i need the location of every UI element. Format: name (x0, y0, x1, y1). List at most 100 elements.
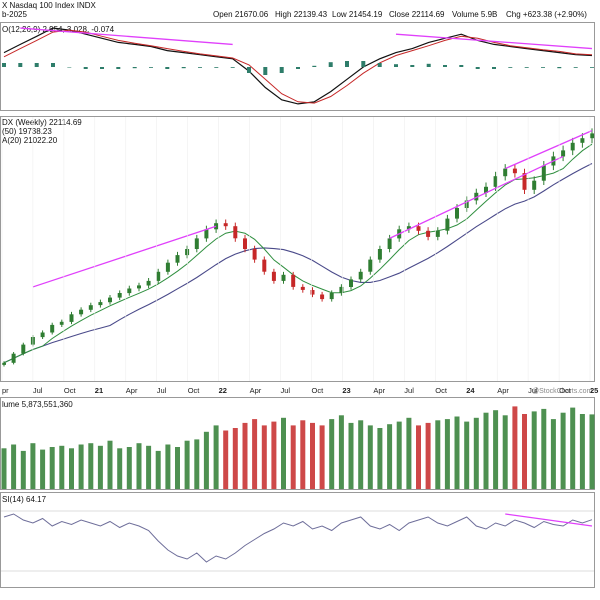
volume-bar (406, 417, 412, 489)
x-axis-tick-label: Apr (373, 386, 385, 395)
macd-histogram-bar (83, 67, 88, 69)
candle-body (11, 353, 16, 363)
volume-bar (589, 414, 595, 489)
candle-body (349, 279, 353, 287)
macd-histogram-bar (149, 67, 153, 68)
volume-bar (473, 417, 479, 489)
volume-bar (155, 450, 161, 489)
macd-histogram-bar (394, 64, 398, 67)
volume-bar (11, 444, 17, 489)
volume-bar (531, 411, 537, 489)
macd-histogram-bar (263, 67, 268, 75)
candle-body (194, 238, 199, 249)
macd-histogram-bar (181, 67, 186, 69)
candle-body (233, 226, 238, 239)
macd-histogram-bar (214, 67, 219, 68)
macd-trendline (395, 33, 593, 50)
volume-bar (223, 430, 229, 489)
macd-histogram-bar (508, 67, 513, 68)
signal-line (3, 29, 593, 104)
volume-bar (502, 415, 508, 489)
volume-bar (49, 447, 55, 489)
macd-panel-frame (0, 22, 595, 111)
x-axis-tick-label: 22 (219, 386, 227, 395)
open-label: Open 21670.06 (213, 10, 269, 19)
low-label: Low 21454.19 (332, 10, 383, 19)
volume-bar (435, 420, 441, 489)
high-label: High 22139.43 (275, 10, 328, 19)
volume-bar (290, 425, 296, 489)
volume-bar (387, 424, 393, 489)
candle-body (291, 274, 296, 287)
macd-histogram-bar (51, 63, 55, 67)
macd-histogram-bar (410, 65, 415, 67)
volume-bar (425, 422, 431, 489)
candle-body (146, 280, 151, 286)
price-trendline (389, 155, 564, 239)
macd-histogram-bar (524, 67, 529, 68)
x-axis-tick-label: Oct (559, 386, 572, 395)
candle-body (243, 238, 247, 249)
candle-body (368, 259, 373, 272)
candle-body (127, 288, 132, 294)
macd-histogram-bar (345, 61, 349, 67)
volume-bar (203, 431, 209, 489)
volume-bar (358, 420, 364, 489)
candle-body (50, 324, 55, 333)
macd-histogram-bar (557, 67, 562, 69)
price-trendline (504, 130, 593, 170)
price-trendline (32, 225, 217, 288)
macd-histogram-bar (67, 67, 72, 68)
candle-body (281, 274, 286, 281)
candle-body (561, 150, 566, 157)
volume-bar (541, 408, 547, 489)
candle-body (223, 223, 228, 227)
volume-bar (1, 448, 7, 489)
macd-line (3, 27, 593, 105)
volume-bar (319, 425, 325, 489)
candle-body (387, 238, 392, 249)
macd-histogram-bar (475, 67, 480, 69)
x-axis-tick-label: Apr (250, 386, 262, 395)
volume-bar (194, 439, 200, 489)
candle-body (445, 218, 450, 231)
macd-histogram-bar (492, 67, 496, 69)
candle-body (541, 165, 546, 181)
macd-histogram-bar (377, 63, 382, 67)
candle-body (271, 271, 276, 281)
rsi-trendline (505, 513, 593, 527)
macd-histogram-bar (328, 62, 333, 67)
candle-body (79, 309, 84, 315)
candle-body (570, 142, 575, 151)
volume-bar (107, 440, 113, 489)
macd-histogram-bar (312, 65, 317, 67)
x-axis-tick-label: 24 (466, 386, 475, 395)
volume-bar (512, 406, 518, 489)
x-axis-tick-label: Jul (33, 386, 43, 395)
candle-body (137, 285, 141, 289)
rsi-line (3, 513, 593, 563)
sma50-label: (50) 19738.23 (2, 127, 52, 136)
macd-histogram-bar (132, 67, 137, 69)
x-axis-tick-label: pr (2, 386, 9, 395)
macd-histogram-bar (443, 65, 447, 67)
candle-body (377, 249, 382, 260)
macd-histogram-bar (541, 67, 545, 68)
x-axis-tick-label: Oct (312, 386, 325, 395)
close-label: Close 22114.69 (389, 10, 445, 19)
candle-body (474, 192, 479, 201)
macd-histogram-bar (198, 67, 202, 68)
volume-bar (329, 419, 335, 489)
price-panel-frame (0, 116, 595, 382)
volume-bar (59, 445, 65, 489)
x-axis-tick-label: Jul (281, 386, 291, 395)
x-axis-tick-label: Apr (126, 386, 138, 395)
candle-body (590, 133, 594, 139)
candle-body (426, 230, 431, 237)
rsi-label: SI(14) 64.17 (2, 495, 47, 504)
macd-histogram-bar (165, 67, 170, 69)
price-label: DX (Weekly) 22114.69 (2, 118, 82, 127)
volume-bar (464, 421, 470, 489)
candle-body (358, 271, 363, 280)
